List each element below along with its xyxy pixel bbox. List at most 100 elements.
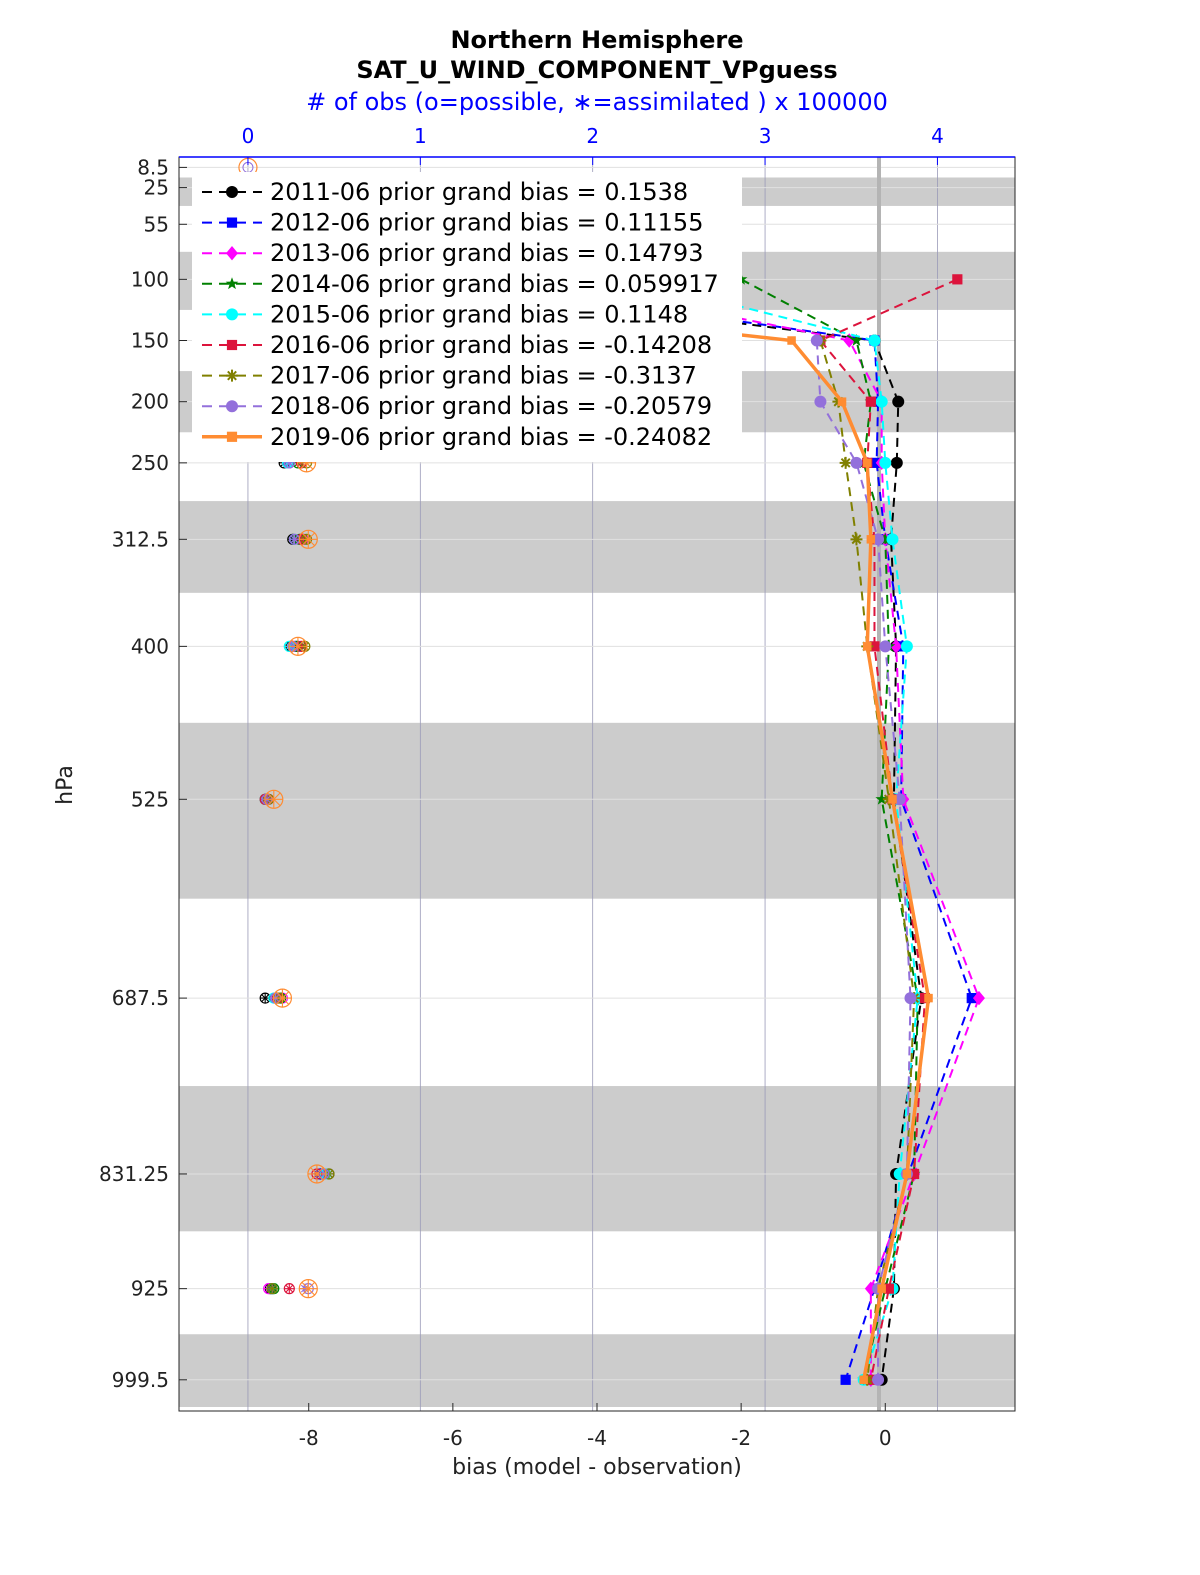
level-tick-label: 8.5	[137, 155, 169, 179]
series-point	[859, 1375, 868, 1385]
series-point	[814, 395, 827, 408]
series-point	[226, 217, 238, 228]
series-point	[866, 535, 876, 544]
level-tick-label: 55	[144, 212, 169, 236]
series-point	[850, 333, 863, 346]
series-point	[886, 533, 899, 546]
series-point	[879, 456, 892, 469]
legend: 2011-06 prior grand bias = 0.1538 2012-06…	[192, 172, 742, 462]
series-point	[226, 339, 238, 351]
obs-assimilated-mark	[284, 1283, 295, 1294]
obs-assimilated-mark	[297, 453, 316, 472]
series-point	[875, 395, 888, 408]
level-tick-label: 400	[131, 634, 169, 658]
obs-assimilated-mark	[273, 989, 292, 1008]
top-tick-label: 1	[414, 124, 427, 148]
series-point	[972, 990, 985, 1006]
series-point	[904, 992, 917, 1005]
series-point	[883, 1283, 894, 1294]
series-point	[850, 456, 863, 469]
level-band	[179, 501, 1015, 593]
legend-entry: 2018-06 prior grand bias = -0.20579	[270, 392, 712, 420]
series-line	[815, 340, 912, 1380]
x-tick-label: 0	[879, 1426, 892, 1450]
chart-title: Northern Hemisphere	[450, 26, 743, 54]
legend-entry: 2013-06 prior grand bias = 0.14793	[270, 239, 703, 267]
series-point	[226, 400, 238, 413]
obs-assimilated-mark	[284, 457, 295, 468]
obs-assimilated-mark	[260, 993, 271, 1004]
x-tick-label: -8	[299, 1426, 319, 1450]
level-band	[179, 722, 1015, 899]
series-point	[837, 397, 847, 406]
series-line	[818, 278, 958, 1380]
series-point	[863, 458, 872, 468]
zero-line	[877, 157, 881, 1411]
top-tick-label: 2	[586, 124, 599, 148]
level-tick-label: 525	[131, 787, 169, 811]
series-point	[840, 1374, 851, 1385]
level-band	[179, 1334, 1015, 1407]
y-axis-label: hPa	[53, 765, 78, 805]
series-lines	[232, 272, 985, 1388]
series-point	[226, 186, 238, 198]
legend-entry: 2016-06 prior grand bias = -0.14208	[270, 331, 712, 359]
obs-assimilated-mark	[264, 790, 283, 809]
series-line	[395, 278, 923, 1380]
series-point	[879, 532, 892, 545]
x-tick-label: -6	[443, 1426, 463, 1450]
series-point	[879, 640, 892, 653]
series-point	[869, 641, 880, 652]
level-band	[179, 1086, 1015, 1232]
obs-assimilated-mark	[299, 1279, 318, 1298]
x-axis-label: bias (model - observation)	[452, 1455, 742, 1480]
series-point	[872, 1373, 885, 1386]
obs-assimilated-mark	[299, 530, 318, 549]
level-tick-label: 312.5	[112, 527, 169, 551]
top-axis-ticks: 0 1 2 3 4	[242, 124, 944, 165]
legend-entry: 2014-06 prior grand bias = 0.059917	[270, 270, 719, 298]
series-point	[226, 369, 238, 382]
bottom-axis-ticks: -8 -6 -4 -2 0	[299, 1403, 892, 1450]
chart-subtitle: SAT_U_WIND_COMPONENT_VPguess	[356, 56, 837, 84]
level-tick-label: 150	[131, 329, 169, 353]
level-tick-label: 200	[131, 390, 169, 414]
series-point	[924, 993, 933, 1003]
series-point	[966, 992, 977, 1004]
legend-entry: 2012-06 prior grand bias = 0.11155	[270, 209, 703, 237]
series-point	[892, 395, 905, 408]
level-tick-label: 831.25	[99, 1162, 169, 1186]
level-tick-label: 100	[131, 267, 169, 291]
top-axis-label: # of obs (o=possible, ∗=assimilated ) x …	[306, 88, 888, 116]
series-point	[839, 456, 852, 469]
series-point	[877, 1284, 886, 1293]
level-bands	[179, 177, 1015, 1407]
legend-entry: 2017-06 prior grand bias = -0.3137	[270, 362, 697, 390]
series-point	[863, 642, 872, 651]
series-point	[850, 533, 863, 546]
series-point	[952, 274, 963, 285]
legend-entry: 2011-06 prior grand bias = 0.1538	[270, 178, 688, 206]
series-point	[875, 792, 888, 805]
series-point	[890, 639, 903, 654]
series-point	[810, 334, 823, 347]
series-point	[225, 277, 239, 290]
x-tick-label: -4	[587, 1426, 607, 1450]
top-tick-label: 4	[931, 124, 944, 148]
series-point	[226, 431, 238, 442]
series-point	[888, 795, 897, 804]
series-point	[902, 1169, 912, 1179]
obs-assimilated-mark	[307, 1164, 326, 1183]
level-tick-label: 687.5	[112, 986, 169, 1010]
series-point	[226, 308, 238, 321]
level-tick-label: 999.5	[112, 1368, 169, 1392]
series-point	[865, 396, 876, 407]
series-point	[900, 640, 913, 653]
series-point	[226, 246, 238, 261]
obs-assimilated-mark	[289, 534, 300, 545]
series-group	[232, 275, 933, 1385]
obs-assimilated-mark	[288, 637, 307, 656]
series-point	[909, 1168, 920, 1180]
series-point	[868, 334, 881, 347]
